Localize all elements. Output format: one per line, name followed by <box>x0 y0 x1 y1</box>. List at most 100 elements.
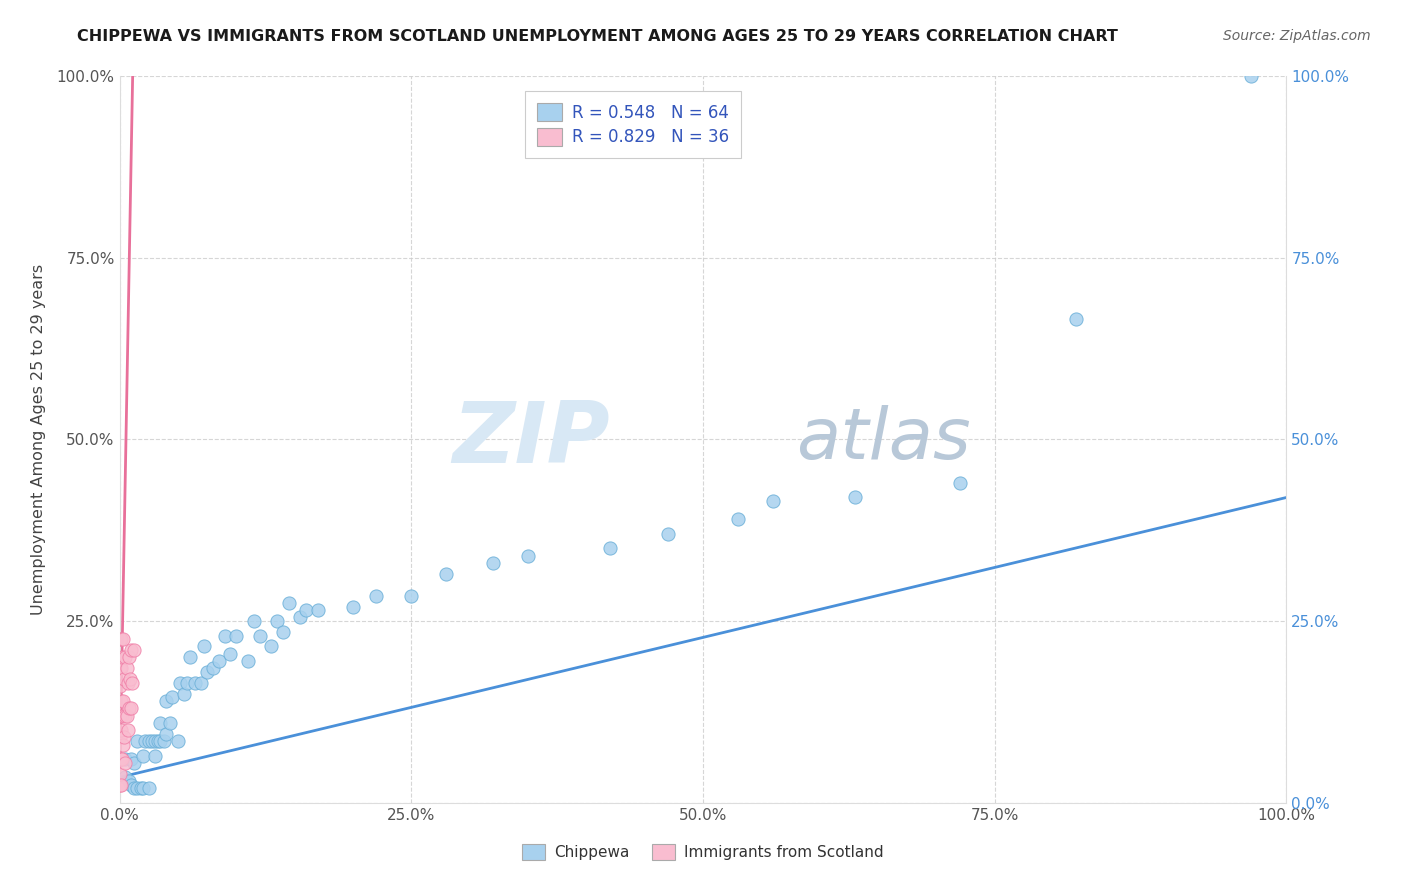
Text: ZIP: ZIP <box>451 398 610 481</box>
Point <box>111 694 134 708</box>
Point <box>141 734 163 748</box>
Point <box>173 687 195 701</box>
Point <box>242 614 264 628</box>
Point <box>110 694 132 708</box>
Point <box>110 752 132 766</box>
Point <box>120 643 142 657</box>
Point <box>169 676 191 690</box>
Point <box>184 676 207 690</box>
Point <box>434 566 457 581</box>
Point <box>122 781 145 796</box>
Point <box>153 734 176 748</box>
Point <box>121 676 143 690</box>
Point <box>249 629 271 643</box>
Point <box>236 654 259 668</box>
Point <box>179 650 201 665</box>
Point <box>108 752 131 766</box>
Point <box>225 629 247 643</box>
Point <box>762 494 785 508</box>
Point <box>342 599 364 614</box>
Point <box>599 541 621 556</box>
Point <box>110 778 132 792</box>
Point <box>132 748 155 763</box>
Point <box>115 661 138 675</box>
Point <box>114 650 136 665</box>
Point <box>110 723 132 737</box>
Point <box>125 734 148 748</box>
Point <box>727 512 749 526</box>
Point <box>271 624 294 639</box>
Point <box>290 610 312 624</box>
Y-axis label: Unemployment Among Ages 25 to 29 years: Unemployment Among Ages 25 to 29 years <box>31 264 45 615</box>
Point <box>307 603 329 617</box>
Point <box>295 603 318 617</box>
Point <box>111 752 134 766</box>
Point <box>108 778 131 792</box>
Point <box>190 676 212 690</box>
Point <box>108 632 131 647</box>
Point <box>114 770 136 784</box>
Point <box>134 734 156 748</box>
Point <box>176 676 198 690</box>
Point <box>166 734 188 748</box>
Point <box>149 715 172 730</box>
Point <box>482 556 505 570</box>
Point <box>112 731 135 745</box>
Point <box>1066 312 1088 326</box>
Point <box>143 734 166 748</box>
Point <box>118 701 141 715</box>
Point <box>844 491 866 505</box>
Point <box>266 614 288 628</box>
Point <box>208 654 231 668</box>
Point <box>193 640 215 654</box>
Point <box>110 661 132 675</box>
Point <box>138 734 160 748</box>
Point <box>201 661 224 675</box>
Point <box>120 701 142 715</box>
Point <box>122 756 145 770</box>
Legend: Chippewa, Immigrants from Scotland: Chippewa, Immigrants from Scotland <box>515 836 891 868</box>
Point <box>118 650 141 665</box>
Point <box>108 661 131 675</box>
Point <box>120 752 142 766</box>
Point <box>120 778 142 792</box>
Point <box>110 632 132 647</box>
Point <box>117 723 139 737</box>
Point <box>108 708 131 723</box>
Point <box>149 734 172 748</box>
Point <box>657 526 679 541</box>
Point <box>108 680 131 694</box>
Point <box>111 650 134 665</box>
Point <box>114 756 136 770</box>
Point <box>108 766 131 780</box>
Point <box>122 643 145 657</box>
Point <box>125 781 148 796</box>
Point <box>155 727 177 741</box>
Point <box>132 781 155 796</box>
Point <box>115 708 138 723</box>
Point <box>112 672 135 686</box>
Point <box>195 665 218 679</box>
Point <box>160 690 183 705</box>
Point <box>146 734 169 748</box>
Text: CHIPPEWA VS IMMIGRANTS FROM SCOTLAND UNEMPLOYMENT AMONG AGES 25 TO 29 YEARS CORR: CHIPPEWA VS IMMIGRANTS FROM SCOTLAND UNE… <box>77 29 1118 44</box>
Point <box>277 596 299 610</box>
Point <box>214 629 236 643</box>
Text: atlas: atlas <box>796 405 972 474</box>
Point <box>129 781 152 796</box>
Point <box>517 549 540 563</box>
Point <box>219 647 242 661</box>
Point <box>138 781 160 796</box>
Point <box>108 731 131 745</box>
Point <box>366 589 388 603</box>
Point <box>118 774 141 789</box>
Point <box>111 632 134 647</box>
Point <box>111 708 134 723</box>
Point <box>111 738 134 752</box>
Point <box>117 676 139 690</box>
Point <box>159 715 181 730</box>
Point <box>1240 69 1263 83</box>
Point <box>114 708 136 723</box>
Text: Source: ZipAtlas.com: Source: ZipAtlas.com <box>1223 29 1371 43</box>
Point <box>114 752 136 766</box>
